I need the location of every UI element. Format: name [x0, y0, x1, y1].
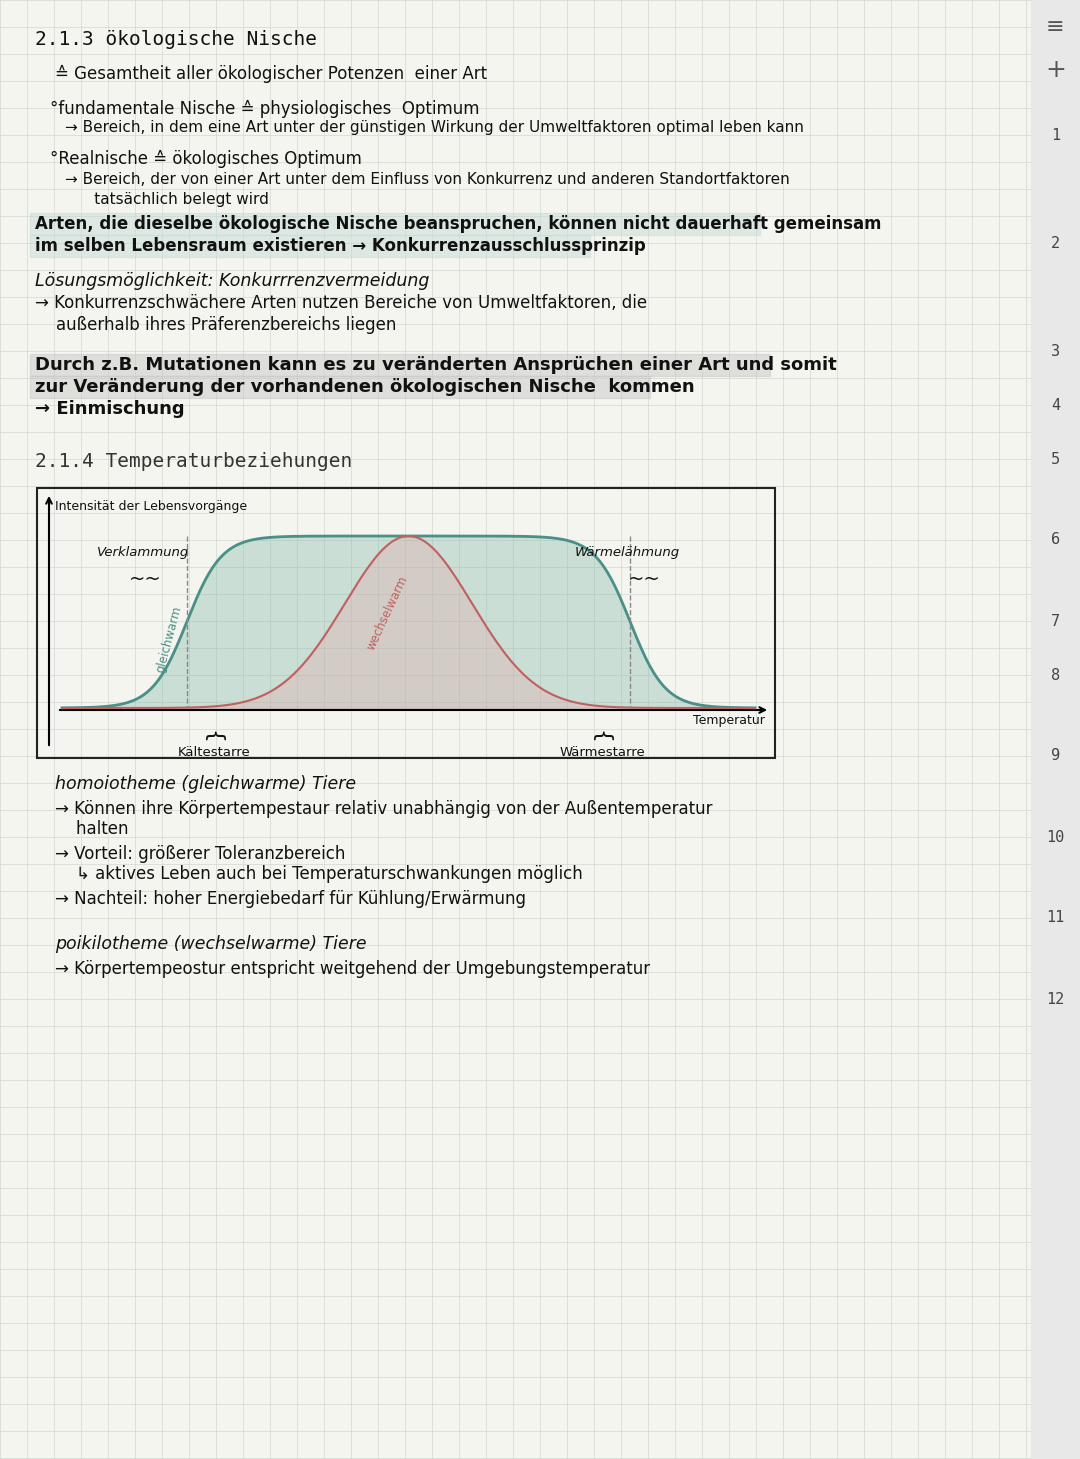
Text: }: }: [593, 727, 612, 740]
Text: Durch z.B. Mutationen kann es zu veränderten Ansprüchen einer Art und somit: Durch z.B. Mutationen kann es zu verände…: [35, 356, 837, 374]
Text: außerhalb ihres Präferenzbereichs liegen: außerhalb ihres Präferenzbereichs liegen: [35, 317, 396, 334]
Text: → Können ihre Körpertempestaur relativ unabhängig von der Außentemperatur: → Können ihre Körpertempestaur relativ u…: [55, 800, 713, 818]
Text: gleichwarm: gleichwarm: [154, 604, 185, 674]
Text: 4: 4: [1051, 397, 1059, 413]
Text: homoiotheme (gleichwarme) Tiere: homoiotheme (gleichwarme) Tiere: [55, 775, 356, 794]
Text: 6: 6: [1051, 533, 1059, 547]
FancyBboxPatch shape: [30, 213, 760, 235]
Text: halten: halten: [55, 820, 129, 837]
Text: ~~: ~~: [627, 570, 661, 589]
Text: Temperatur: Temperatur: [693, 713, 765, 727]
Text: ≙ Gesamtheit aller ökologischer Potenzen  einer Art: ≙ Gesamtheit aller ökologischer Potenzen…: [55, 66, 487, 83]
FancyBboxPatch shape: [30, 355, 770, 376]
Text: zur Veränderung der vorhandenen ökologischen Nische  kommen: zur Veränderung der vorhandenen ökologis…: [35, 378, 694, 395]
Text: im selben Lebensraum existieren → Konkurrenzausschlussprinzip: im selben Lebensraum existieren → Konkur…: [35, 236, 646, 255]
Text: °fundamentale Nische ≙ physiologisches  Optimum: °fundamentale Nische ≙ physiologisches O…: [50, 101, 480, 118]
Text: → Bereich, in dem eine Art unter der günstigen Wirkung der Umweltfaktoren optima: → Bereich, in dem eine Art unter der gün…: [65, 120, 804, 136]
Text: Kältestarre: Kältestarre: [178, 746, 251, 759]
Text: → Vorteil: größerer Toleranzbereich: → Vorteil: größerer Toleranzbereich: [55, 845, 346, 864]
Text: 9: 9: [1051, 748, 1059, 763]
Text: Intensität der Lebensvorgänge: Intensität der Lebensvorgänge: [55, 500, 247, 514]
Text: 1: 1: [1051, 127, 1059, 143]
Text: °Realnische ≙ ökologisches Optimum: °Realnische ≙ ökologisches Optimum: [50, 150, 362, 168]
Text: → Konkurrenzschwächere Arten nutzen Bereiche von Umweltfaktoren, die: → Konkurrenzschwächere Arten nutzen Bere…: [35, 295, 647, 312]
Text: 7: 7: [1051, 613, 1059, 629]
Text: 2.1.4 Temperaturbeziehungen: 2.1.4 Temperaturbeziehungen: [35, 452, 352, 471]
Text: wechselwarm: wechselwarm: [365, 575, 410, 652]
Text: ~~: ~~: [129, 570, 162, 589]
Text: }: }: [204, 727, 225, 740]
Text: +: +: [1045, 58, 1066, 82]
Text: → Bereich, der von einer Art unter dem Einfluss von Konkurrenz und anderen Stand: → Bereich, der von einer Art unter dem E…: [65, 172, 789, 187]
Text: 2: 2: [1051, 235, 1059, 251]
Text: → Einmischung: → Einmischung: [35, 400, 185, 417]
Text: Lösungsmöglichkeit: Konkurrrenzvermeidung: Lösungsmöglichkeit: Konkurrrenzvermeidun…: [35, 271, 430, 290]
Text: 12: 12: [1047, 992, 1065, 1007]
Text: 3: 3: [1051, 343, 1059, 359]
FancyBboxPatch shape: [30, 376, 650, 398]
Text: Verklammung: Verklammung: [96, 546, 189, 559]
Text: 8: 8: [1051, 668, 1059, 683]
Text: ↳ aktives Leben auch bei Temperaturschwankungen möglich: ↳ aktives Leben auch bei Temperaturschwa…: [55, 865, 583, 883]
Text: → Körpertempeostur entspricht weitgehend der Umgebungstemperatur: → Körpertempeostur entspricht weitgehend…: [55, 960, 650, 978]
FancyBboxPatch shape: [30, 235, 590, 257]
Text: ≡: ≡: [1047, 18, 1065, 36]
Text: Arten, die dieselbe ökologische Nische beanspruchen, können nicht dauerhaft geme: Arten, die dieselbe ökologische Nische b…: [35, 214, 881, 233]
Bar: [37, 487, 775, 759]
Text: 10: 10: [1047, 830, 1065, 845]
Text: tatsächlich belegt wird: tatsächlich belegt wird: [65, 193, 269, 207]
Text: → Nachteil: hoher Energiebedarf für Kühlung/Erwärmung: → Nachteil: hoher Energiebedarf für Kühl…: [55, 890, 526, 907]
Text: 5: 5: [1051, 451, 1059, 467]
Text: 2.1.3 ökologische Nische: 2.1.3 ökologische Nische: [35, 31, 318, 50]
Text: poikilotheme (wechselwarme) Tiere: poikilotheme (wechselwarme) Tiere: [55, 935, 366, 953]
Text: Wärmestarre: Wärmestarre: [559, 746, 646, 759]
Text: Wärmelähmung: Wärmelähmung: [575, 546, 680, 559]
Text: 11: 11: [1047, 910, 1065, 925]
Bar: [1031, 0, 1080, 1459]
